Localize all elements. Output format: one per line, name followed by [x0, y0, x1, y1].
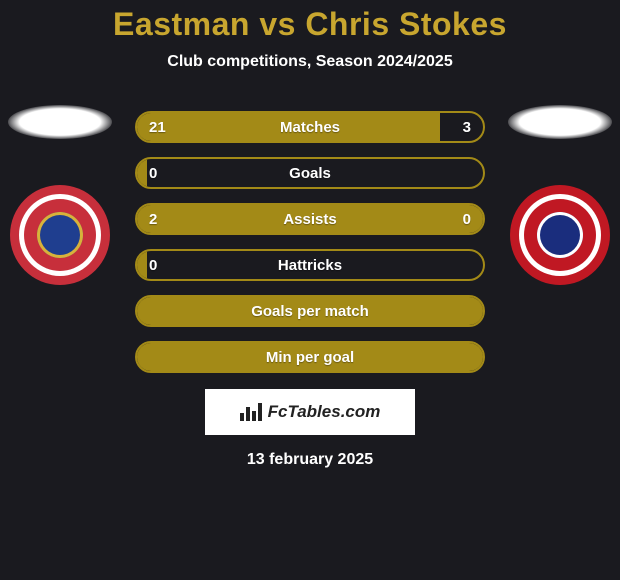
- stat-bar: 213Matches: [135, 111, 485, 143]
- left-player-column: [0, 111, 120, 285]
- stat-bar: Goals per match: [135, 295, 485, 327]
- body-row: 213Matches 0Goals 20Assists 0Hattricks Goals…: [0, 111, 620, 469]
- bar-chart-icon: [240, 403, 262, 421]
- stat-label: Goals: [137, 159, 483, 187]
- stat-label: Min per goal: [137, 343, 483, 371]
- date: 13 february 2025: [0, 451, 620, 469]
- stat-label: Hattricks: [137, 251, 483, 279]
- watermark-text: FcTables.com: [268, 402, 381, 422]
- watermark: FcTables.com: [205, 389, 415, 435]
- player-silhouette-right: [508, 105, 612, 139]
- player-silhouette-left: [8, 105, 112, 139]
- right-player-column: [500, 111, 620, 285]
- stat-bar: Min per goal: [135, 341, 485, 373]
- right-team-badge: [510, 185, 610, 285]
- subtitle: Club competitions, Season 2024/2025: [0, 53, 620, 71]
- left-team-badge: [10, 185, 110, 285]
- stat-bar: 0Goals: [135, 157, 485, 189]
- stat-bar: 0Hattricks: [135, 249, 485, 281]
- stat-label: Goals per match: [137, 297, 483, 325]
- stat-bars: 213Matches 0Goals 20Assists 0Hattricks Goals…: [135, 111, 485, 373]
- stat-bar: 20Assists: [135, 203, 485, 235]
- page-title: Eastman vs Chris Stokes: [0, 6, 620, 43]
- stat-label: Matches: [137, 113, 483, 141]
- stat-label: Assists: [137, 205, 483, 233]
- comparison-card: Eastman vs Chris Stokes Club competition…: [0, 0, 620, 469]
